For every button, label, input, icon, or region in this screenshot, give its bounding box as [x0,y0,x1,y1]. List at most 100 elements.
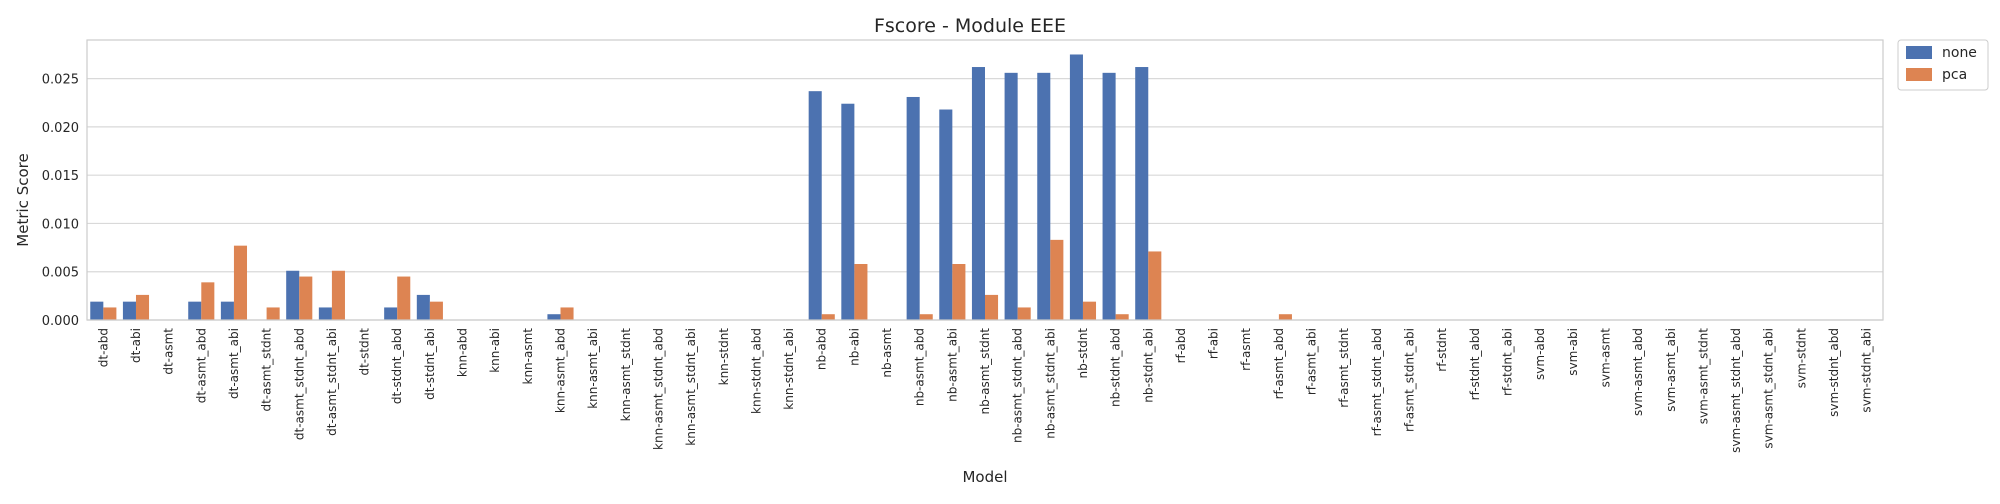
x-tick-label: nb-asmt [880,328,894,378]
x-tick-label: knn-abi [488,328,502,373]
x-tick-label: knn-asmt_abd [553,328,567,413]
y-tick-labels: 0.000 0.005 0.010 0.015 0.020 0.025 [42,73,79,329]
x-tick-label: rf-asmt [1239,328,1253,371]
x-tick-label: dt-asmt_stdnt [260,328,274,412]
bar-pca [429,301,443,320]
x-tick-label: nb-stdnt_abi [1141,328,1155,403]
bar-pca [1017,307,1031,320]
y-tick-label: 0.020 [42,121,79,136]
legend-label-none: none [1942,45,1977,61]
bar-pca [103,307,117,320]
x-tick-label: rf-asmt_abi [1305,328,1319,395]
x-tick-label: rf-stdnt_abi [1500,328,1514,396]
x-tick-label: dt-abi [129,328,143,363]
bar-pca [1082,301,1097,320]
x-tick-label: nb-stdnt [1076,328,1090,379]
x-tick-label: knn-asmt_stdnt [619,328,633,422]
y-tick-label: 0.005 [42,266,79,281]
bar-pca [560,307,574,320]
bar-none [318,307,332,320]
x-tick-label: rf-stdnt [1435,328,1449,372]
x-tick-label: svm-stdnt [1794,328,1808,389]
bar-pca [1115,314,1129,320]
bar-pca [985,294,999,320]
x-tick-label: dt-asmt_stdnt_abd [292,328,306,440]
x-tick-label: svm-asmt_stdnt_abi [1762,328,1776,449]
x-tick-label: knn-stdnt_abi [782,328,796,410]
bar-none [906,96,920,320]
x-tick-label: knn-asmt_stdnt_abi [684,328,698,446]
bar-pca [233,245,248,320]
bar-none [220,301,234,320]
x-tick-label: rf-stdnt_abd [1468,328,1482,400]
x-tick-label: dt-asmt [162,328,176,375]
y-tick-label: 0.010 [42,217,79,232]
x-tick-label: nb-asmt_abd [913,328,927,406]
x-tick-label: dt-stdnt_abd [390,328,404,404]
x-tick-labels: dt-abd dt-abi dt-asmt dt-asmt_abd dt-asmt_ab… [96,328,1873,453]
bar-none [90,301,104,320]
bar-none [939,109,953,321]
x-tick-label: nb-asmt_stdnt_abd [1011,328,1025,443]
bars [90,54,1292,321]
bar-pca [1148,251,1162,320]
bar-pca [821,314,835,320]
y-axis-label: Metric Score [14,153,32,246]
legend-swatch-pca [1906,68,1932,81]
bar-pca [919,314,933,320]
bar-none [1037,72,1051,320]
y-tick-label: 0.000 [42,314,79,329]
bar-none [1004,72,1018,320]
x-tick-label: rf-asmt_abd [1272,328,1286,399]
x-tick-label: dt-asmt_abi [227,328,241,399]
bar-none [1135,67,1149,320]
x-tick-label: svm-asmt_stdnt_abd [1729,328,1743,453]
plot-frame [86,39,1884,321]
x-tick-label: dt-stdnt [358,328,372,376]
x-tick-label: nb-abi [847,328,861,366]
x-tick-label: svm-stdnt_abi [1860,328,1874,413]
x-tick-label: svm-asmt_abd [1631,328,1645,416]
bar-none [1102,72,1116,320]
bar-pca [201,282,215,320]
bar-none [971,67,985,320]
y-tick-label: 0.025 [42,73,79,88]
bar-none [122,301,136,320]
bar-pca [397,276,411,320]
legend-label-pca: pca [1942,67,1967,83]
x-tick-label: nb-abd [815,328,829,370]
x-tick-label: knn-abd [456,328,470,377]
bar-pca [952,264,966,320]
x-tick-label: nb-stdnt_abd [1109,328,1123,407]
x-tick-label: svm-abd [1533,328,1547,380]
x-tick-label: dt-abd [96,328,110,367]
x-tick-label: svm-abi [1566,328,1580,376]
x-tick-label: svm-asmt_stdnt [1696,328,1710,425]
x-tick-label: rf-asmt_stdnt_abi [1403,328,1417,432]
x-tick-label: svm-asmt_abi [1664,328,1678,412]
x-tick-label: knn-asmt_stdnt_abd [651,328,665,450]
bar-pca [135,294,150,320]
x-tick-label: nb-asmt_abi [945,328,959,402]
bar-none [416,294,430,320]
x-tick-label: nb-asmt_stdnt [978,328,992,415]
x-tick-label: rf-asmt_stdnt_abd [1370,328,1384,436]
x-tick-label: nb-asmt_stdnt_abi [1043,328,1057,439]
bar-none [1069,54,1083,320]
x-tick-label: dt-asmt_stdnt_abi [325,328,339,436]
legend: none pca [1897,39,1989,91]
x-tick-label: knn-asmt [521,328,535,385]
bar-pca [299,276,313,320]
chart-title: Fscore - Module EEE [874,15,1066,37]
x-tick-label: svm-stdnt_abd [1827,328,1841,417]
bar-pca [331,270,345,320]
x-tick-label: rf-abi [1207,328,1221,359]
bar-none [286,270,300,320]
bar-none [384,307,398,320]
x-tick-label: knn-stdnt_abd [749,328,763,414]
legend-swatch-none [1906,46,1932,59]
x-tick-label: rf-abd [1174,328,1188,363]
bar-none [841,103,855,320]
